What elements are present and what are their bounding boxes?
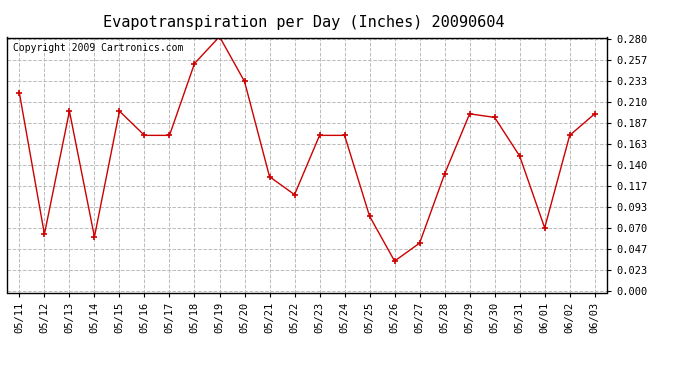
Text: Copyright 2009 Cartronics.com: Copyright 2009 Cartronics.com xyxy=(13,43,184,52)
Text: Evapotranspiration per Day (Inches) 20090604: Evapotranspiration per Day (Inches) 2009… xyxy=(103,15,504,30)
